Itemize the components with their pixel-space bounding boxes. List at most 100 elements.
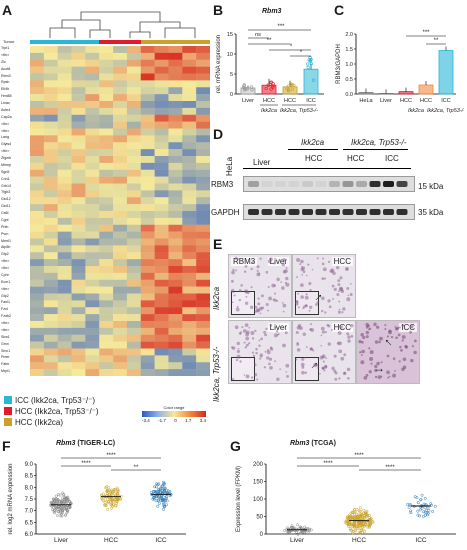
heatmap-row-label: Cnn1 [1,176,10,181]
data-point [51,503,55,507]
panel-label-e: E [213,236,223,252]
sig-label: **** [354,453,364,459]
heatmap-cell [57,355,72,363]
heatmap-cell [43,190,58,198]
data-point [364,515,368,519]
heatmap-row-label: Ecm1 [1,279,11,284]
data-point [109,497,113,500]
colorbar-ticks: -3.4 -1.7 0 1.7 3.4 [142,418,206,423]
heatmap-cell [154,142,169,150]
legend-text: ICC (Ikk2ca, Trp53⁻/⁻) [15,396,96,405]
heatmap-cell [126,52,141,60]
heatmap-cell [196,272,210,280]
heatmap-row-label: Cgnl [1,217,9,222]
heatmap-cell [43,300,58,308]
data-point [56,493,60,497]
heatmap-cell [113,224,128,232]
heatmap-cell [30,66,45,74]
heatmap-cell [154,355,169,363]
data-point [107,500,110,504]
heatmap-cell [85,46,100,54]
wb-marker-15: 15 kDa [418,182,444,191]
data-point [269,87,273,91]
heatmap-cell [99,176,114,184]
heatmap-cell [140,142,155,150]
heatmap-cell [168,121,183,129]
heatmap-cell [85,211,100,219]
heatmap-cell [113,176,128,184]
heatmap-row-label: Skw1 [1,334,10,339]
heatmap-cell [126,176,141,184]
heatmap-cell [196,293,210,301]
data-point [101,492,105,496]
data-point [290,83,294,87]
heatmap-cell [140,149,155,157]
heatmap-cell [71,94,86,102]
heatmap-cell [196,279,210,287]
heatmap-cell [126,169,141,177]
heatmap-cell [99,272,114,280]
data-point [290,87,294,91]
heatmap-cell [71,307,86,315]
heatmap-cell [196,52,210,60]
heatmap-cell [140,183,155,191]
heatmap-cell [85,121,100,129]
heatmap-cell [57,101,72,109]
data-point [168,489,172,493]
heatmap-cell [126,94,141,102]
data-point [154,485,158,489]
sig-label: **** [81,461,91,467]
x-group-label: HCC [263,98,275,104]
heatmap-cell [168,204,183,212]
heatmap-cell [182,293,197,301]
heatmap-cell [113,142,128,150]
heatmap-row-label: <tbr> [1,149,10,154]
heatmap-cell [43,362,58,370]
x-group-label: HCC [400,98,412,104]
heatmap-cell [43,101,58,109]
heatmap-cell [99,348,114,356]
heatmap-cell [196,176,210,184]
panel-g-gene: Rbm3 [290,440,310,447]
data-point [311,78,316,82]
y-axis-label: RBM3/GAPDH [336,44,342,84]
heatmap-cell [140,59,155,67]
heatmap-cell [43,369,58,376]
x-geno-label: Ikk2ca [261,108,277,114]
heatmap-cell [126,348,141,356]
data-point [431,510,435,513]
data-point [416,509,420,513]
heatmap-cell [168,355,183,363]
heatmap-cell [71,334,86,342]
heatmap-cell [168,80,183,88]
data-point [269,80,273,84]
heatmap-cell [126,279,141,287]
heatmap-row-label: Ca6l [1,211,9,215]
heatmap-cell [113,204,128,212]
heatmap-cell [154,266,169,274]
heatmap-cell [30,293,45,301]
heatmap-cell [140,52,155,60]
heatmap-cell [57,128,72,136]
data-point [103,501,107,505]
heatmap-cell [71,121,86,129]
heatmap-cell [126,252,141,260]
heatmap-cell [140,272,155,280]
heatmap-cell [140,190,155,198]
heatmap-cell [57,121,72,129]
heatmap-cell [113,286,128,294]
heatmap-cell [30,197,45,205]
heatmap-cell [196,46,210,54]
heatmap-cell [85,66,100,74]
x-group-label: HCC [104,537,118,544]
x-group-label: Liver [242,98,254,104]
heatmap-cell [57,272,72,280]
heatmap-cell [71,224,86,232]
data-point [422,502,426,506]
heatmap-row-label: Eif4h [1,87,10,92]
panel-f-source: (TIGER-LC) [77,440,116,447]
hist-tile-hcc-ikk2: HCC → [292,254,356,318]
heatmap-cell [154,94,169,102]
panel-f-chart: 6.0 6.5 7.0 7.5 8.0 8.5 9.0 rel. log2 mRNA expr… [8,453,186,544]
heatmap-cell [30,169,45,177]
